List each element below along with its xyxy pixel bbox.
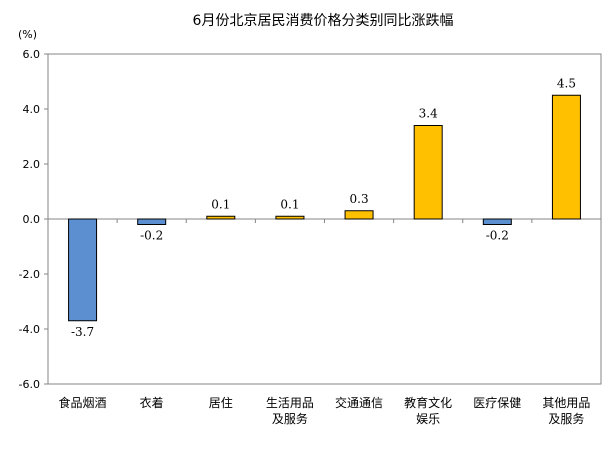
data-labels: -3.7 -0.2 0.1 0.1 0.3 3.4 -0.2 4.5 <box>71 76 576 339</box>
data-label: 3.4 <box>419 107 438 121</box>
y-unit-label: (%) <box>18 28 37 41</box>
x-category-label: 生活用品 <box>266 396 314 410</box>
data-label: -3.7 <box>71 325 94 339</box>
y-tick-label: 0.0 <box>23 213 41 226</box>
bars <box>68 94 581 322</box>
x-category-label: 及服务 <box>272 411 308 426</box>
bar <box>137 218 167 225</box>
x-category-label: 食品烟酒 <box>59 395 107 410</box>
x-category-label: 居住 <box>209 396 233 410</box>
x-category-label: 医疗保健 <box>473 396 521 410</box>
x-category-label: 教育文化 <box>404 395 452 410</box>
x-category-label: 及服务 <box>548 411 584 426</box>
x-category-label: 交通通信 <box>335 395 383 410</box>
y-tick-label: 2.0 <box>23 158 41 171</box>
bar <box>551 94 581 220</box>
chart-title: 6月份北京居民消费价格分类别同比涨跌幅 <box>193 13 454 29</box>
y-tick-label: -6.0 <box>19 378 40 391</box>
y-tick-label: -2.0 <box>19 268 40 281</box>
bar <box>68 218 98 322</box>
bar <box>482 218 512 225</box>
data-label: 4.5 <box>557 76 576 90</box>
data-label: 0.1 <box>211 197 230 211</box>
bar <box>206 215 236 220</box>
axes: 6.0 4.0 2.0 0.0 -2.0 -4.0 -6.0 <box>19 48 602 391</box>
bar <box>413 125 443 220</box>
x-category-label: 其他用品 <box>542 396 590 410</box>
y-tick-label: 4.0 <box>23 103 41 116</box>
x-category-label: 衣着 <box>140 395 164 410</box>
bar <box>275 215 305 220</box>
data-label: -0.2 <box>486 229 509 243</box>
x-category-label: 娱乐 <box>416 412 440 426</box>
y-tick-label: 6.0 <box>23 48 41 61</box>
data-label: 0.1 <box>280 197 299 211</box>
y-tick-label: -4.0 <box>19 323 40 336</box>
data-label: -0.2 <box>140 229 163 243</box>
data-label: 0.3 <box>350 192 369 206</box>
bar <box>344 210 374 220</box>
